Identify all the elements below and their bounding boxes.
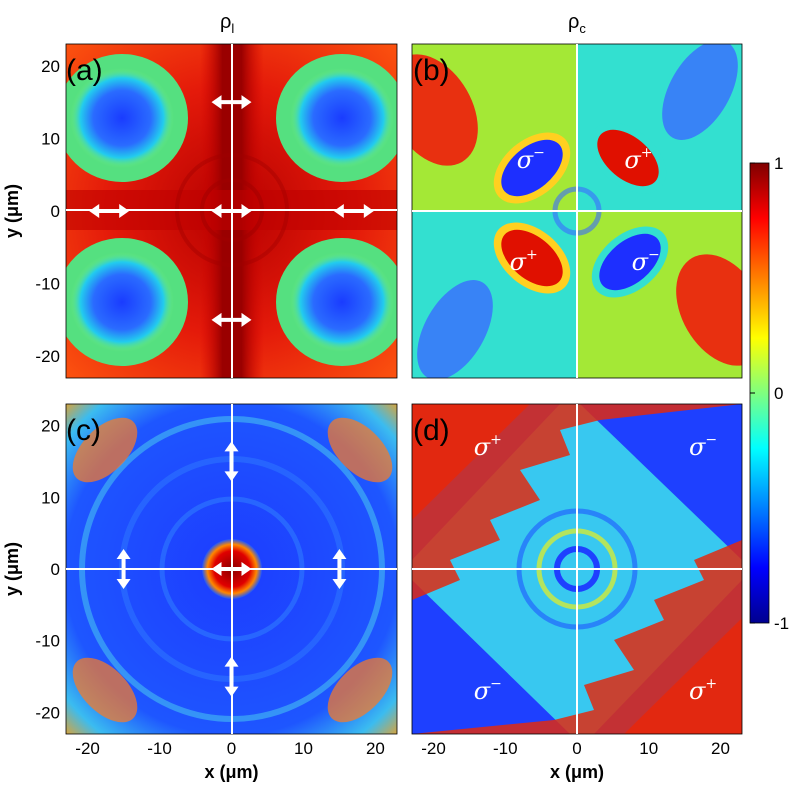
polarization-arrow — [211, 562, 252, 576]
colorbar-tick-label: 1 — [774, 154, 783, 173]
x-tick-label: 20 — [711, 739, 730, 758]
panel-label-b: (b) — [413, 54, 450, 87]
y-tick-label: -20 — [35, 347, 60, 366]
y-axis-title: y (μm) — [2, 542, 22, 596]
sigma-label: σ− — [517, 145, 545, 174]
polarization-arrow — [333, 204, 374, 218]
polarization-arrow — [211, 204, 252, 218]
polarization-arrow — [211, 95, 252, 110]
x-tick-label: 0 — [572, 739, 581, 758]
y-tick-label: -10 — [35, 275, 60, 294]
y-tick-label: -10 — [35, 632, 60, 651]
column-title-right: ρc — [568, 11, 586, 36]
x-tick-label: -10 — [147, 739, 172, 758]
x-tick-label: 0 — [227, 739, 236, 758]
polarization-arrow — [224, 441, 239, 482]
y-axis-title: y (μm) — [2, 184, 22, 238]
x-tick-label: -20 — [421, 739, 446, 758]
sigma-label: σ+ — [474, 432, 502, 461]
x-axis-title: x (μm) — [550, 762, 604, 782]
sigma-label: σ− — [474, 676, 502, 705]
x-tick-label: 20 — [366, 739, 385, 758]
sigma-label: σ− — [632, 247, 660, 276]
polarization-arrow — [116, 549, 131, 589]
y-tick-label: 10 — [41, 488, 60, 507]
x-axis-title: x (μm) — [204, 762, 258, 782]
sigma-label: σ+ — [624, 145, 652, 174]
colorbar-tick-label: -1 — [774, 614, 789, 633]
panel-label-c: (c) — [66, 414, 101, 447]
y-tick-label: 20 — [41, 57, 60, 76]
y-tick-label: -20 — [35, 703, 60, 722]
column-title-left: ρl — [220, 11, 234, 36]
y-tick-label: 10 — [41, 129, 60, 148]
x-tick-label: 10 — [294, 739, 313, 758]
polarization-arrow — [211, 312, 252, 327]
sigma-label: σ+ — [689, 676, 717, 705]
polarization-arrow — [89, 204, 130, 218]
x-tick-label: 10 — [639, 739, 658, 758]
x-tick-label: -20 — [75, 739, 100, 758]
colorbar-tick-label: 0 — [774, 384, 783, 403]
polarization-arrow — [332, 549, 347, 589]
y-tick-label: 0 — [51, 202, 60, 221]
y-tick-label: 20 — [41, 417, 60, 436]
x-tick-label: -10 — [493, 739, 518, 758]
y-tick-label: 0 — [51, 560, 60, 579]
panel-label-a: (a) — [66, 54, 103, 87]
polarization-arrow — [224, 656, 239, 697]
sigma-label: σ+ — [510, 247, 538, 276]
sigma-label: σ− — [689, 432, 717, 461]
panel-label-d: (d) — [413, 414, 450, 447]
